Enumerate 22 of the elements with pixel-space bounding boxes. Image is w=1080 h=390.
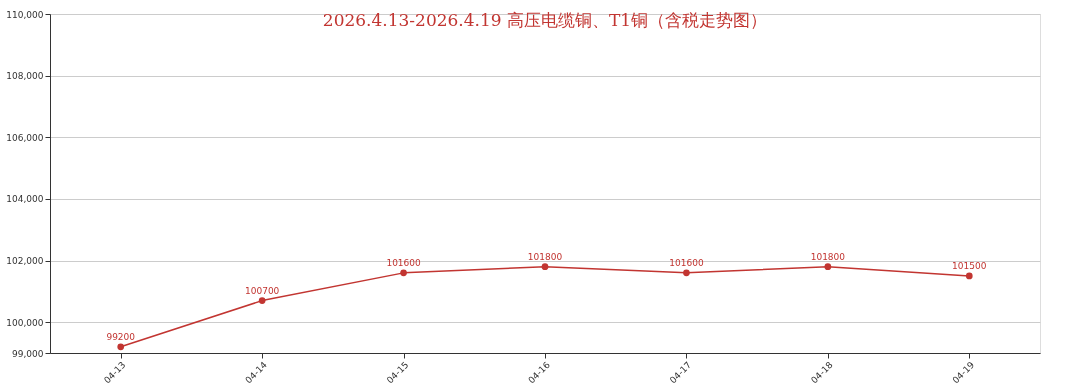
data-label: 101500: [952, 260, 987, 271]
point: [965, 272, 973, 280]
data-label: 99200: [106, 331, 136, 342]
data-label: 101600: [386, 257, 422, 268]
y-tick-label: 104,000: [6, 194, 44, 205]
point: [258, 297, 266, 304]
y-tick-label: 102,000: [6, 256, 44, 267]
y-tick-label: 108,000: [6, 71, 44, 82]
y-tick-label: 100,000: [6, 317, 44, 328]
y-tick-label: 106,000: [6, 132, 44, 143]
y-tick-label: 99,000: [12, 348, 44, 359]
point: [117, 343, 125, 351]
data-label: 100700: [244, 285, 280, 296]
chart-title: 2026.4.13-2026.4.19 高压电缆铜、T1铜（含税走势图）: [322, 10, 768, 30]
point: [541, 263, 549, 271]
point: [400, 269, 407, 277]
data-label: 101800: [810, 251, 846, 262]
data-label: 101600: [669, 257, 704, 268]
point: [683, 269, 690, 277]
data-label: 101800: [527, 251, 563, 262]
y-tick-label: 110,000: [6, 9, 44, 20]
point: [824, 263, 832, 271]
